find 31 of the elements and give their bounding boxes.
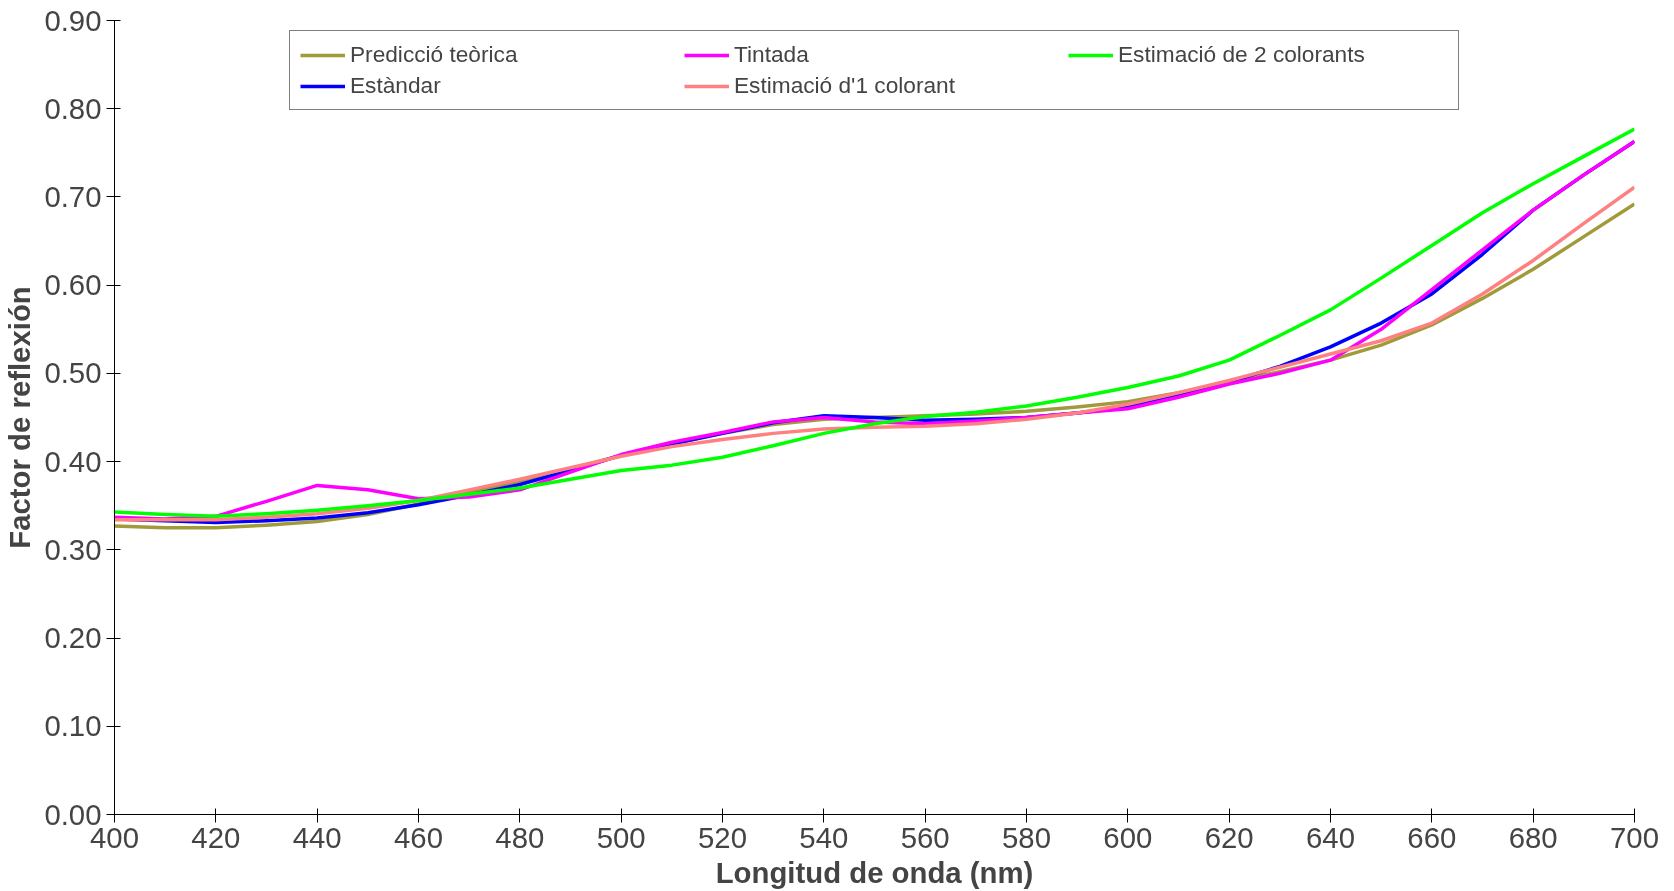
x-tick-label: 560 [900,820,950,854]
x-tick-label: 500 [596,820,646,854]
x-tick-label: 440 [292,820,342,854]
x-tick-label: 620 [1204,820,1254,854]
x-axis-title: Longitud de onda (nm) [715,855,1034,889]
y-tick-label: 0.70 [44,179,102,213]
x-tick-label: 420 [191,820,241,854]
x-tick-label: 680 [1508,820,1558,854]
x-tick-label: 700 [1610,820,1659,854]
y-tick-label: 0.40 [44,444,102,478]
legend-label: Predicció teòrica [350,41,519,68]
y-axis-title: Factor de reflexión [3,286,37,549]
y-tick-label: 0.10 [44,709,102,743]
x-tick-label: 580 [1002,820,1051,854]
x-tick-label: 660 [1407,820,1457,854]
legend-label: Tintada [734,41,810,68]
legend-label: Estimació de 2 colorants [1118,41,1366,68]
y-tick-label: 0.50 [44,356,102,390]
x-tick-label: 480 [495,820,545,854]
y-tick-label: 0.60 [44,268,102,302]
y-tick-label: 0.80 [44,91,102,125]
y-tick-label: 0.90 [44,3,102,37]
legend-label: Estàndar [350,72,442,99]
y-tick-label: 0.20 [44,621,102,655]
legend-label: Estimació d'1 colorant [734,72,956,99]
y-tick-label: 0.30 [44,532,102,566]
x-tick-label: 520 [698,820,747,854]
x-tick-label: 600 [1103,820,1153,854]
x-tick-label: 460 [394,820,443,854]
x-tick-label: 540 [799,820,849,854]
x-tick-label: 640 [1306,820,1355,854]
